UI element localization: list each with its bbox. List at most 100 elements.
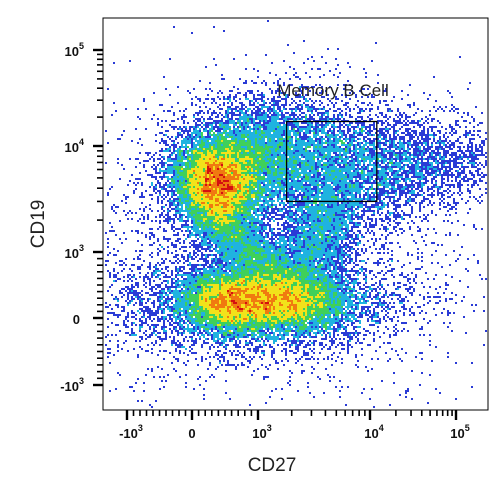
density-point <box>419 148 421 150</box>
density-point <box>221 124 223 126</box>
density-point <box>391 178 393 180</box>
density-point <box>241 176 243 178</box>
density-point <box>293 174 295 176</box>
density-point <box>265 82 267 84</box>
density-point <box>291 164 293 166</box>
density-point <box>325 150 327 152</box>
density-point <box>201 164 203 166</box>
density-point <box>391 164 393 166</box>
density-point <box>227 132 229 134</box>
density-point <box>283 142 285 144</box>
density-point <box>319 178 321 180</box>
density-point <box>399 136 401 138</box>
density-point <box>383 162 385 164</box>
density-point <box>407 134 409 136</box>
density-point <box>317 164 319 166</box>
density-point <box>343 150 345 152</box>
density-point <box>407 152 409 154</box>
density-point <box>231 182 233 184</box>
density-point <box>381 168 383 170</box>
density-point <box>243 112 245 114</box>
density-point <box>307 100 309 102</box>
density-point <box>235 100 237 102</box>
density-point <box>413 148 415 150</box>
density-point <box>189 180 191 182</box>
density-point <box>345 150 347 152</box>
density-point <box>135 158 137 160</box>
density-point <box>311 100 313 102</box>
density-point <box>435 170 437 172</box>
density-point <box>381 156 383 158</box>
density-point <box>243 148 245 150</box>
density-point <box>231 122 233 124</box>
density-point <box>269 168 271 170</box>
density-point <box>289 104 291 106</box>
density-point <box>251 122 253 124</box>
density-point <box>365 128 367 130</box>
density-point <box>351 168 353 170</box>
density-point <box>477 150 479 152</box>
density-point <box>205 152 207 154</box>
density-point <box>213 152 215 154</box>
density-point <box>257 144 259 146</box>
density-point <box>173 142 175 144</box>
density-point <box>245 146 247 148</box>
density-point <box>425 142 427 144</box>
density-point <box>439 172 441 174</box>
density-point <box>267 126 269 128</box>
density-point <box>211 174 213 176</box>
density-point <box>479 146 481 148</box>
density-point <box>337 168 339 170</box>
density-point <box>303 98 305 100</box>
density-point <box>197 172 199 174</box>
density-point <box>363 146 365 148</box>
density-point <box>429 172 431 174</box>
density-point <box>389 160 391 162</box>
density-point <box>205 180 207 182</box>
density-point <box>263 120 265 122</box>
density-point <box>447 150 449 152</box>
density-point <box>441 146 443 148</box>
density-point <box>275 116 277 118</box>
density-point <box>337 170 339 172</box>
density-point <box>381 184 383 186</box>
density-point <box>403 150 405 152</box>
density-point <box>363 156 365 158</box>
density-point <box>199 128 201 130</box>
density-point <box>265 160 267 162</box>
density-point <box>371 178 373 180</box>
density-point <box>273 142 275 144</box>
density-point <box>359 184 361 186</box>
density-point <box>281 114 283 116</box>
density-point <box>213 26 215 28</box>
density-point <box>313 136 315 138</box>
density-point <box>247 172 249 174</box>
density-point <box>283 154 285 156</box>
density-point <box>369 164 371 166</box>
density-point <box>377 176 379 178</box>
density-point <box>265 124 267 126</box>
density-point <box>239 112 241 114</box>
density-point <box>361 168 363 170</box>
density-point <box>277 140 279 142</box>
density-point <box>243 146 245 148</box>
density-point <box>329 168 331 170</box>
density-point <box>309 160 311 162</box>
density-point <box>203 136 205 138</box>
density-point <box>439 122 441 124</box>
density-point <box>391 150 393 152</box>
density-point <box>275 148 277 150</box>
density-point <box>315 122 317 124</box>
density-point <box>291 182 293 184</box>
density-point <box>307 178 309 180</box>
density-point <box>211 160 213 162</box>
density-point <box>385 180 387 182</box>
density-point <box>359 144 361 146</box>
density-point <box>421 160 423 162</box>
density-point <box>401 158 403 160</box>
density-point <box>309 118 311 120</box>
density-point <box>223 78 225 80</box>
density-point <box>155 178 157 180</box>
density-point <box>235 130 237 132</box>
density-point <box>361 170 363 172</box>
